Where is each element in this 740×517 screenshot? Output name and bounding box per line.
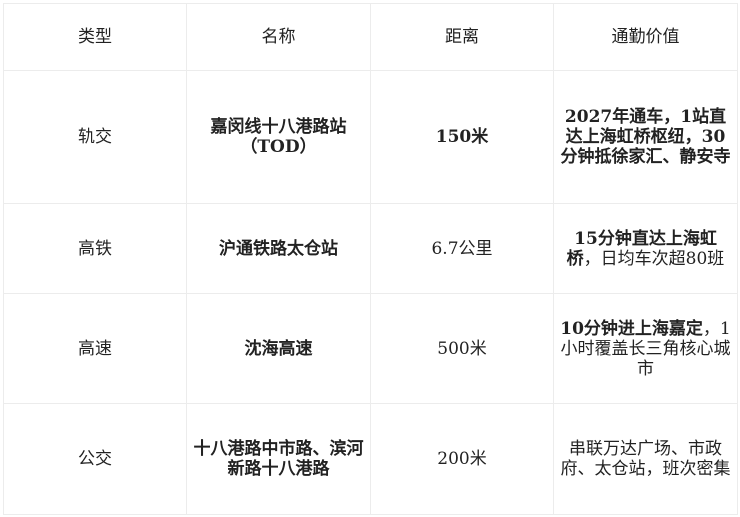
cell-commute-value: 2027年通车，1站直达上海虹桥枢纽，30分钟抵徐家汇、静安寺 bbox=[553, 70, 738, 204]
cell-distance: 200米 bbox=[370, 403, 554, 515]
value-normal: ，1小时覆盖长三角核心城市 bbox=[560, 318, 731, 379]
cell-type: 轨交 bbox=[3, 70, 187, 204]
header-name: 名称 bbox=[186, 3, 371, 71]
value-bold: 15分钟直达上海虹桥 bbox=[566, 228, 717, 269]
value-normal: 串联万达广场、市政府、太仓站，班次密集 bbox=[560, 439, 731, 479]
distance-text: 150米 bbox=[435, 127, 489, 147]
name-text: 嘉闵线十八港路站（TOD） bbox=[210, 117, 347, 157]
cell-name: 嘉闵线十八港路站（TOD） bbox=[186, 70, 371, 204]
table-row: 高速 沈海高速 500米 10分钟进上海嘉定，1小时覆盖长三角核心城市 bbox=[3, 293, 738, 404]
cell-type: 高速 bbox=[3, 293, 187, 404]
cell-commute-value: 10分钟进上海嘉定，1小时覆盖长三角核心城市 bbox=[553, 293, 738, 404]
cell-distance: 6.7公里 bbox=[370, 203, 554, 294]
value-bold: 10分钟进上海嘉定 bbox=[560, 318, 703, 339]
header-commute-value: 通勤价值 bbox=[553, 3, 738, 71]
name-text: 十八港路中市路、滨河新路十八港路 bbox=[193, 439, 364, 479]
cell-distance: 500米 bbox=[370, 293, 554, 404]
table-row: 轨交 嘉闵线十八港路站（TOD） 150米 2027年通车，1站直达上海虹桥枢纽… bbox=[3, 70, 738, 204]
table-row: 公交 十八港路中市路、滨河新路十八港路 200米 串联万达广场、市政府、太仓站，… bbox=[3, 403, 738, 515]
cell-name: 沈海高速 bbox=[186, 293, 371, 404]
name-text: 沪通铁路太仓站 bbox=[219, 238, 338, 259]
header-type: 类型 bbox=[3, 3, 187, 71]
cell-type: 公交 bbox=[3, 403, 187, 515]
header-row: 类型 名称 距离 通勤价值 bbox=[3, 3, 738, 71]
cell-type: 高铁 bbox=[3, 203, 187, 294]
cell-name: 沪通铁路太仓站 bbox=[186, 203, 371, 294]
cell-name: 十八港路中市路、滨河新路十八港路 bbox=[186, 403, 371, 515]
cell-distance: 150米 bbox=[370, 70, 554, 204]
value-bold: 2027年通车，1站直达上海虹桥枢纽，30分钟抵徐家汇、静安寺 bbox=[560, 107, 731, 167]
value-normal: ，日均车次超80班 bbox=[583, 248, 725, 269]
cell-commute-value: 15分钟直达上海虹桥，日均车次超80班 bbox=[553, 203, 738, 294]
table-row: 高铁 沪通铁路太仓站 6.7公里 15分钟直达上海虹桥，日均车次超80班 bbox=[3, 203, 738, 294]
name-text: 沈海高速 bbox=[244, 338, 313, 359]
cell-commute-value: 串联万达广场、市政府、太仓站，班次密集 bbox=[553, 403, 738, 515]
header-distance: 距离 bbox=[370, 3, 554, 71]
commute-table: 类型 名称 距离 通勤价值 轨交 嘉闵线十八港路站（TOD） 150米 2027… bbox=[3, 3, 738, 515]
